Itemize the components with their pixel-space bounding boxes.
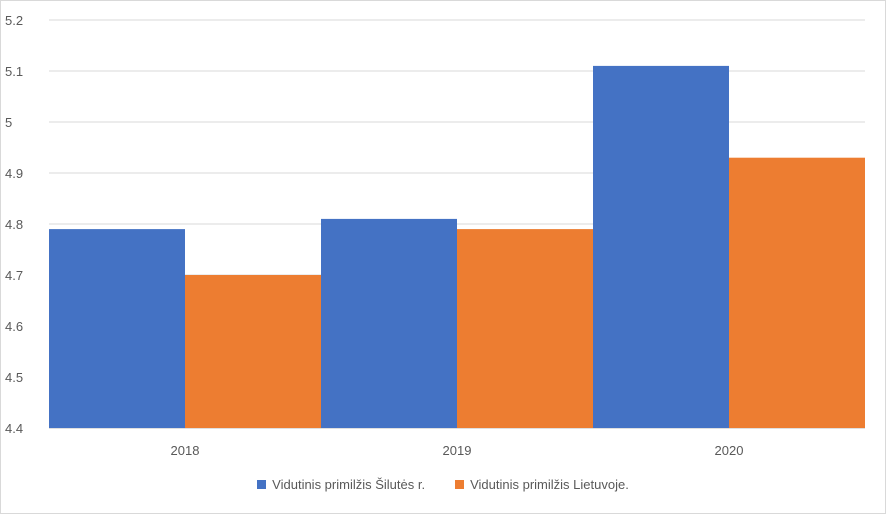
legend-item-lietuvoje: Vidutinis primilžis Lietuvoje. bbox=[455, 477, 629, 492]
legend-item-siluteje: Vidutinis primilžis Šilutės r. bbox=[257, 477, 425, 492]
y-tick-label: 4.4 bbox=[5, 421, 23, 436]
y-tick-label: 5.2 bbox=[5, 13, 23, 28]
bar bbox=[457, 229, 593, 428]
legend-swatch-silutes bbox=[257, 480, 267, 489]
y-tick-label: 4.7 bbox=[5, 268, 23, 283]
bar bbox=[729, 157, 865, 428]
legend-label-lietuvoje: Vidutinis primilžis Lietuvoje. bbox=[470, 477, 629, 492]
bar-chart: 4.4 4.5 4.6 4.7 4.8 4.9 5 5.1 5.2 2018 2019 2020 bbox=[5, 13, 865, 458]
y-tick-label: 4.5 bbox=[5, 370, 23, 385]
y-tick-label: 4.8 bbox=[5, 217, 23, 232]
y-tick-label: 5 bbox=[5, 115, 12, 130]
x-tick-label: 2020 bbox=[715, 443, 744, 458]
x-tick-label: 2019 bbox=[443, 443, 472, 458]
y-tick-label: 4.9 bbox=[5, 166, 23, 181]
bar bbox=[593, 65, 729, 429]
legend-swatch-lietuvoje bbox=[455, 480, 465, 489]
y-tick-label: 4.6 bbox=[5, 319, 23, 334]
y-tick-label: 5.1 bbox=[5, 64, 23, 79]
legend: Vidutinis primilžis Šilutės r. Vidutinis… bbox=[0, 477, 886, 492]
bar bbox=[321, 218, 457, 428]
legend-label-silutes: Vidutinis primilžis Šilutės r. bbox=[272, 477, 426, 492]
x-tick-label: 2018 bbox=[171, 443, 200, 458]
bar bbox=[49, 229, 185, 428]
bar bbox=[185, 275, 321, 428]
